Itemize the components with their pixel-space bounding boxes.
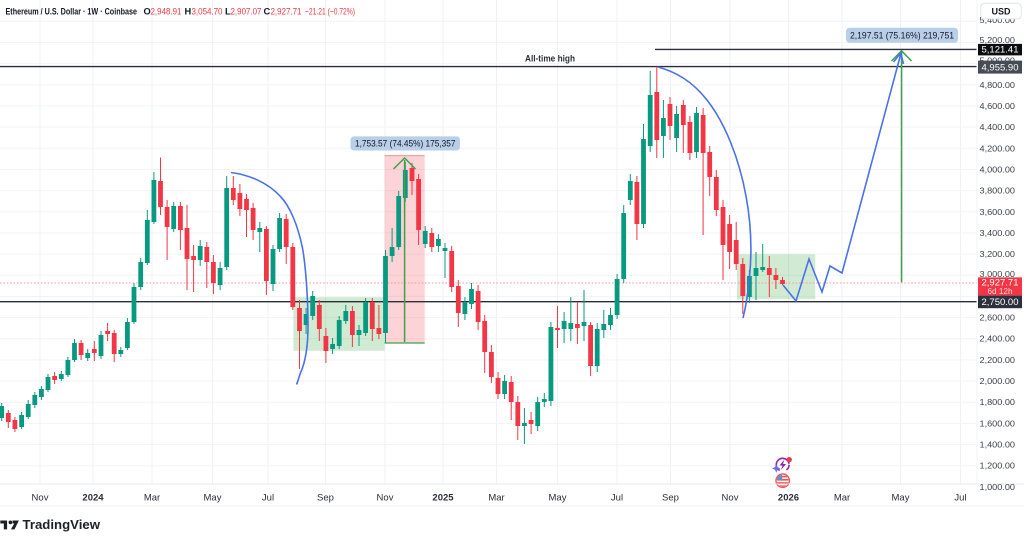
svg-text:3,800.00: 3,800.00 bbox=[980, 186, 1016, 196]
svg-text:Jul: Jul bbox=[954, 493, 966, 504]
svg-text:May: May bbox=[549, 493, 567, 504]
svg-text:Ethereum / U.S. Dollar · 1W ·: Ethereum / U.S. Dollar · 1W · Coinbase bbox=[6, 7, 138, 17]
svg-text:Jul: Jul bbox=[262, 493, 274, 504]
svg-text:4,955.90: 4,955.90 bbox=[982, 62, 1019, 72]
svg-text:C: C bbox=[264, 7, 271, 17]
svg-text:Mar: Mar bbox=[488, 493, 504, 504]
svg-text:Nov: Nov bbox=[32, 493, 49, 504]
svg-text:3,000.00: 3,000.00 bbox=[980, 269, 1016, 279]
svg-text:6d 12h: 6d 12h bbox=[987, 287, 1012, 296]
svg-text:O: O bbox=[144, 7, 151, 17]
svg-text:2,200.00: 2,200.00 bbox=[980, 355, 1016, 365]
svg-text:5,400.00: 5,400.00 bbox=[980, 15, 1016, 25]
svg-text:1,600.00: 1,600.00 bbox=[980, 418, 1016, 428]
svg-text:Mar: Mar bbox=[834, 493, 850, 504]
svg-text:May: May bbox=[892, 493, 910, 504]
svg-text:4,400.00: 4,400.00 bbox=[980, 122, 1016, 132]
svg-text:2,927.71: 2,927.71 bbox=[271, 7, 302, 17]
svg-text:5,200.00: 5,200.00 bbox=[980, 35, 1016, 45]
svg-text:L: L bbox=[225, 7, 231, 17]
svg-text:2026: 2026 bbox=[778, 493, 799, 504]
svg-text:1,000.00: 1,000.00 bbox=[980, 482, 1016, 492]
svg-text:2,907.07: 2,907.07 bbox=[231, 7, 262, 17]
svg-text:4,000.00: 4,000.00 bbox=[980, 165, 1016, 175]
svg-text:Sep: Sep bbox=[317, 493, 334, 504]
svg-text:All-time high: All-time high bbox=[525, 54, 575, 65]
svg-text:1,753.57 (74.45%) 175,357: 1,753.57 (74.45%) 175,357 bbox=[355, 139, 456, 149]
svg-text:2,927.71: 2,927.71 bbox=[982, 277, 1019, 287]
svg-text:USD: USD bbox=[991, 7, 1011, 17]
svg-text:3,600.00: 3,600.00 bbox=[980, 207, 1016, 217]
svg-text:3,054.70: 3,054.70 bbox=[192, 7, 223, 17]
svg-text:4,800.00: 4,800.00 bbox=[980, 80, 1016, 90]
svg-text:Mar: Mar bbox=[144, 493, 160, 504]
svg-text:2,400.00: 2,400.00 bbox=[980, 334, 1016, 344]
svg-text:TradingView: TradingView bbox=[23, 517, 101, 532]
svg-text:2,000.00: 2,000.00 bbox=[980, 376, 1016, 386]
svg-text:3,400.00: 3,400.00 bbox=[980, 228, 1016, 238]
svg-text:5,121.41: 5,121.41 bbox=[982, 45, 1019, 55]
svg-text:May: May bbox=[204, 493, 222, 504]
svg-text:1,200.00: 1,200.00 bbox=[980, 461, 1016, 471]
svg-text:1,400.00: 1,400.00 bbox=[980, 440, 1016, 450]
svg-text:2024: 2024 bbox=[82, 493, 104, 504]
svg-text:Sep: Sep bbox=[662, 493, 679, 504]
svg-text:2,948.91: 2,948.91 bbox=[151, 7, 182, 17]
svg-text:5,000.00: 5,000.00 bbox=[980, 56, 1016, 66]
svg-text:Jul: Jul bbox=[611, 493, 623, 504]
svg-text:−21.21 (−0.72%): −21.21 (−0.72%) bbox=[305, 7, 355, 17]
svg-text:2025: 2025 bbox=[432, 493, 454, 504]
svg-text:Nov: Nov bbox=[377, 493, 394, 504]
svg-text:2,600.00: 2,600.00 bbox=[980, 313, 1016, 323]
svg-text:H: H bbox=[185, 7, 192, 17]
svg-text:Nov: Nov bbox=[722, 493, 739, 504]
svg-text:2,197.51 (75.16%) 219,751: 2,197.51 (75.16%) 219,751 bbox=[850, 31, 954, 41]
svg-text:4,200.00: 4,200.00 bbox=[980, 143, 1016, 153]
svg-text:1,800.00: 1,800.00 bbox=[980, 397, 1016, 407]
svg-text:3,200.00: 3,200.00 bbox=[980, 249, 1016, 259]
svg-text:2,750.00: 2,750.00 bbox=[982, 297, 1019, 307]
svg-text:4,600.00: 4,600.00 bbox=[980, 101, 1016, 111]
